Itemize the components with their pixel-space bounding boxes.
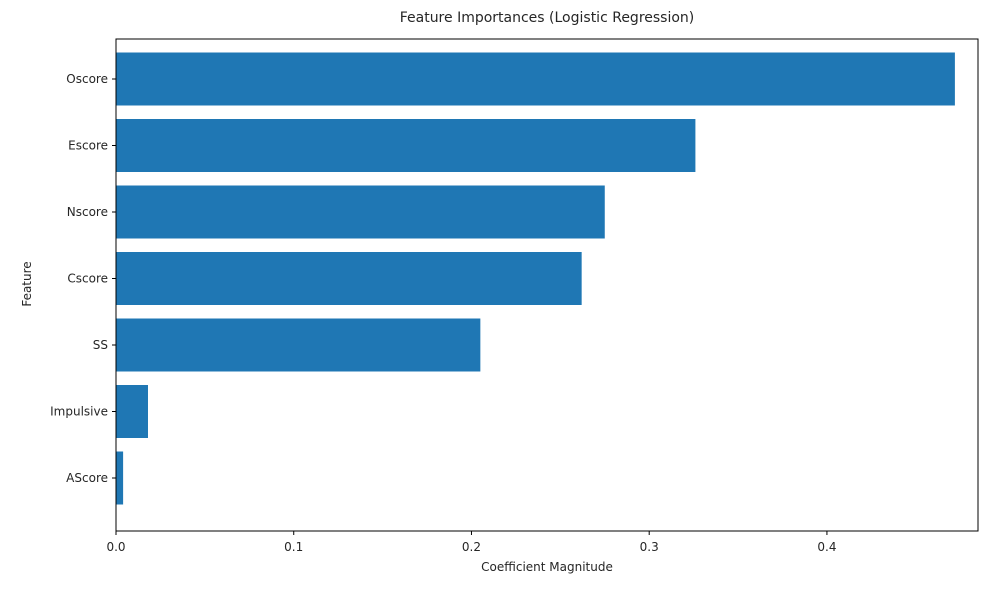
y-tick-label-escore: Escore <box>68 139 108 153</box>
x-tick-label: 0.1 <box>284 540 303 554</box>
x-tick-label: 0.3 <box>640 540 659 554</box>
chart-title: Feature Importances (Logistic Regression… <box>400 10 695 26</box>
y-tick-label-ss: SS <box>93 338 108 352</box>
y-tick-label-nscore: Nscore <box>67 205 108 219</box>
y-tick-label-oscore: Oscore <box>66 72 108 86</box>
bars-group <box>116 52 955 505</box>
plot-frame <box>115 38 979 532</box>
y-tick-label-impulsive: Impulsive <box>50 405 108 419</box>
bar-ss <box>116 318 481 372</box>
x-tick-label: 0.2 <box>462 540 481 554</box>
x-tick-label: 0.4 <box>817 540 836 554</box>
x-tick-label: 0.0 <box>106 540 125 554</box>
bar-ascore <box>116 451 124 505</box>
bar-escore <box>116 119 696 172</box>
x-axis-label: Coefficient Magnitude <box>481 560 613 574</box>
y-axis-label: Feature <box>20 261 34 306</box>
x-axis: 0.0 0.1 0.2 0.3 0.4 <box>106 531 836 554</box>
y-tick-label-ascore: AScore <box>66 471 108 485</box>
bar-nscore <box>116 185 605 239</box>
bar-cscore <box>116 252 582 305</box>
bar-impulsive <box>116 385 148 438</box>
y-tick-label-cscore: Cscore <box>67 272 108 286</box>
bar-oscore <box>116 52 955 106</box>
y-axis: Oscore Escore Nscore Cscore SS Impulsive AScor… <box>50 72 116 485</box>
